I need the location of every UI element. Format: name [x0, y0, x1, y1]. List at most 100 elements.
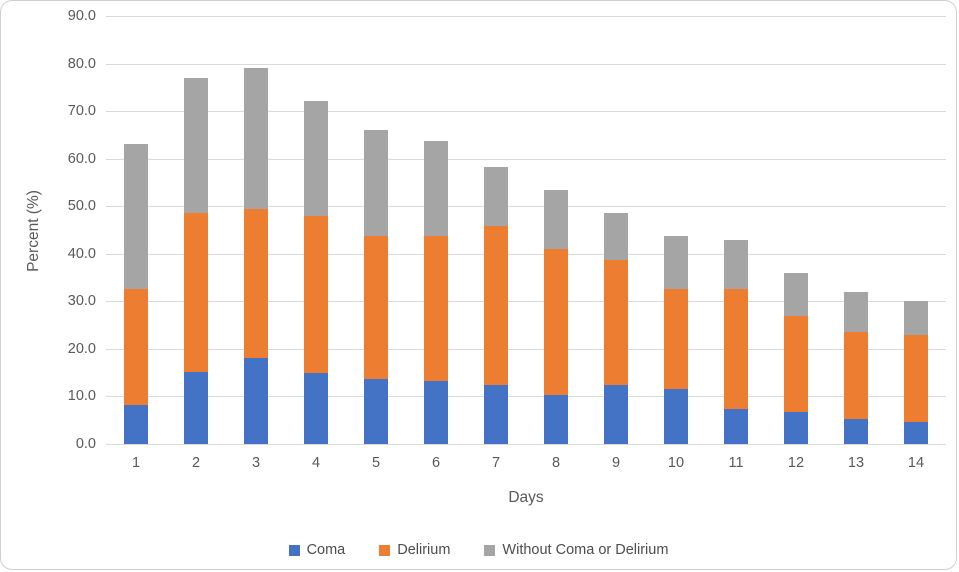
y-axis-tick-label: 80.0	[67, 55, 96, 72]
bar-segment-without-coma-or-delirium-day-10	[664, 236, 688, 290]
legend: Coma Delirium Without Coma or Delirium	[1, 542, 956, 558]
x-axis-tick-label-4: 4	[311, 455, 321, 471]
legend-label-without-coma-or-delirium: Without Coma or Delirium	[502, 542, 669, 558]
bar-segment-coma-day-8	[544, 395, 568, 444]
y-axis-tick-label: 40.0	[67, 245, 96, 262]
bar-day-2	[184, 16, 208, 444]
legend-item-without-coma-or-delirium: Without Coma or Delirium	[484, 542, 668, 558]
bar-segment-without-coma-or-delirium-day-13	[844, 291, 868, 332]
bar-day-12	[784, 16, 808, 444]
bar-segment-delirium-day-14	[904, 334, 928, 423]
x-axis-title: Days	[508, 489, 544, 506]
gridline-0	[106, 444, 946, 445]
gridline-50	[106, 206, 946, 208]
bar-segment-coma-day-13	[844, 419, 868, 444]
x-axis-tick-label-5: 5	[371, 455, 381, 471]
legend-item-coma: Coma	[288, 542, 345, 558]
bar-segment-delirium-day-10	[664, 289, 688, 389]
bar-day-5	[364, 16, 388, 444]
bar-segment-coma-day-1	[124, 405, 148, 444]
x-axis-tick-label-9: 9	[611, 455, 621, 471]
bar-segment-delirium-day-2	[184, 213, 208, 373]
x-axis-tick-label-14: 14	[907, 455, 925, 471]
bar-segment-delirium-day-7	[484, 226, 508, 385]
legend-swatch-delirium	[379, 544, 391, 556]
x-axis-tick-label-7: 7	[491, 455, 501, 471]
bar-segment-without-coma-or-delirium-day-8	[544, 189, 568, 250]
bar-day-11	[724, 16, 748, 444]
bar-segment-without-coma-or-delirium-day-2	[184, 77, 208, 214]
x-axis-tick-label-8: 8	[551, 455, 561, 471]
bar-segment-delirium-day-1	[124, 289, 148, 406]
bar-day-7	[484, 16, 508, 444]
bar-segment-delirium-day-12	[784, 316, 808, 412]
x-axis-tick-label-11: 11	[728, 455, 744, 471]
x-axis-tick-label-12: 12	[787, 455, 805, 471]
y-axis-tick-label: 90.0	[67, 8, 96, 24]
x-axis-tick-label-13: 13	[847, 455, 865, 471]
bar-segment-coma-day-5	[364, 379, 388, 444]
bar-segment-delirium-day-13	[844, 331, 868, 420]
bar-segment-delirium-day-3	[244, 209, 268, 359]
bar-segment-coma-day-9	[604, 385, 628, 444]
bar-day-8	[544, 16, 568, 444]
y-axis-tick-label: 70.0	[67, 103, 96, 120]
x-axis-tick-label-1: 1	[131, 455, 141, 471]
bar-segment-without-coma-or-delirium-day-12	[784, 272, 808, 317]
x-axis-tick-label-3: 3	[251, 455, 261, 471]
bar-segment-coma-day-4	[304, 372, 328, 444]
bar-segment-coma-day-12	[784, 411, 808, 444]
y-axis-tick-label: 30.0	[67, 293, 96, 310]
legend-label-delirium: Delirium	[397, 542, 451, 558]
bar-segment-delirium-day-6	[424, 236, 448, 382]
bar-segment-coma-day-14	[904, 422, 928, 444]
bar-day-4	[304, 16, 328, 444]
bar-segment-without-coma-or-delirium-day-9	[604, 213, 628, 260]
y-axis-tick-label: 20.0	[67, 340, 96, 357]
gridline-60	[106, 158, 946, 160]
gridline-80	[106, 63, 946, 65]
gridline-30	[106, 301, 946, 303]
gridline-20	[106, 348, 946, 350]
bar-segment-coma-day-3	[244, 358, 268, 444]
bar-segment-without-coma-or-delirium-day-14	[904, 301, 928, 335]
bar-segment-delirium-day-5	[364, 236, 388, 380]
y-axis-tick-label: 10.0	[67, 388, 96, 405]
bar-segment-coma-day-2	[184, 372, 208, 444]
bar-segment-delirium-day-8	[544, 249, 568, 396]
gridline-10	[106, 396, 946, 398]
bar-segment-without-coma-or-delirium-day-4	[304, 100, 328, 216]
bar-day-9	[604, 16, 628, 444]
bar-segment-without-coma-or-delirium-day-11	[724, 240, 748, 290]
bar-segment-without-coma-or-delirium-day-1	[124, 144, 148, 290]
gridline-70	[106, 111, 946, 113]
x-axis-tick-label-6: 6	[431, 455, 441, 471]
gridline-40	[106, 253, 946, 255]
bar-segment-without-coma-or-delirium-day-7	[484, 167, 508, 227]
bar-segment-without-coma-or-delirium-day-3	[244, 68, 268, 210]
x-axis-tick-label-10: 10	[667, 455, 685, 471]
plot-area	[106, 16, 946, 445]
bar-day-13	[844, 16, 868, 444]
bar-day-10	[664, 16, 688, 444]
y-axis-tick-label: 0.0	[75, 436, 96, 452]
bar-segment-without-coma-or-delirium-day-6	[424, 140, 448, 237]
x-axis-tick-label-2: 2	[191, 455, 201, 471]
bar-day-1	[124, 16, 148, 444]
y-axis-tick-label: 60.0	[67, 150, 96, 167]
legend-swatch-without-coma-or-delirium	[484, 544, 496, 556]
bar-segment-delirium-day-4	[304, 215, 328, 373]
bar-day-3	[244, 16, 268, 444]
bar-day-6	[424, 16, 448, 444]
bar-segment-coma-day-7	[484, 384, 508, 444]
bar-segment-coma-day-10	[664, 388, 688, 444]
y-axis-tick-label: 50.0	[67, 198, 96, 215]
legend-swatch-coma	[288, 544, 300, 556]
bar-segment-coma-day-6	[424, 381, 448, 444]
bar-segment-delirium-day-9	[604, 259, 628, 386]
bar-segment-coma-day-11	[724, 409, 748, 444]
legend-item-delirium: Delirium	[379, 542, 450, 558]
bar-segment-without-coma-or-delirium-day-5	[364, 130, 388, 237]
bar-segment-delirium-day-11	[724, 289, 748, 410]
